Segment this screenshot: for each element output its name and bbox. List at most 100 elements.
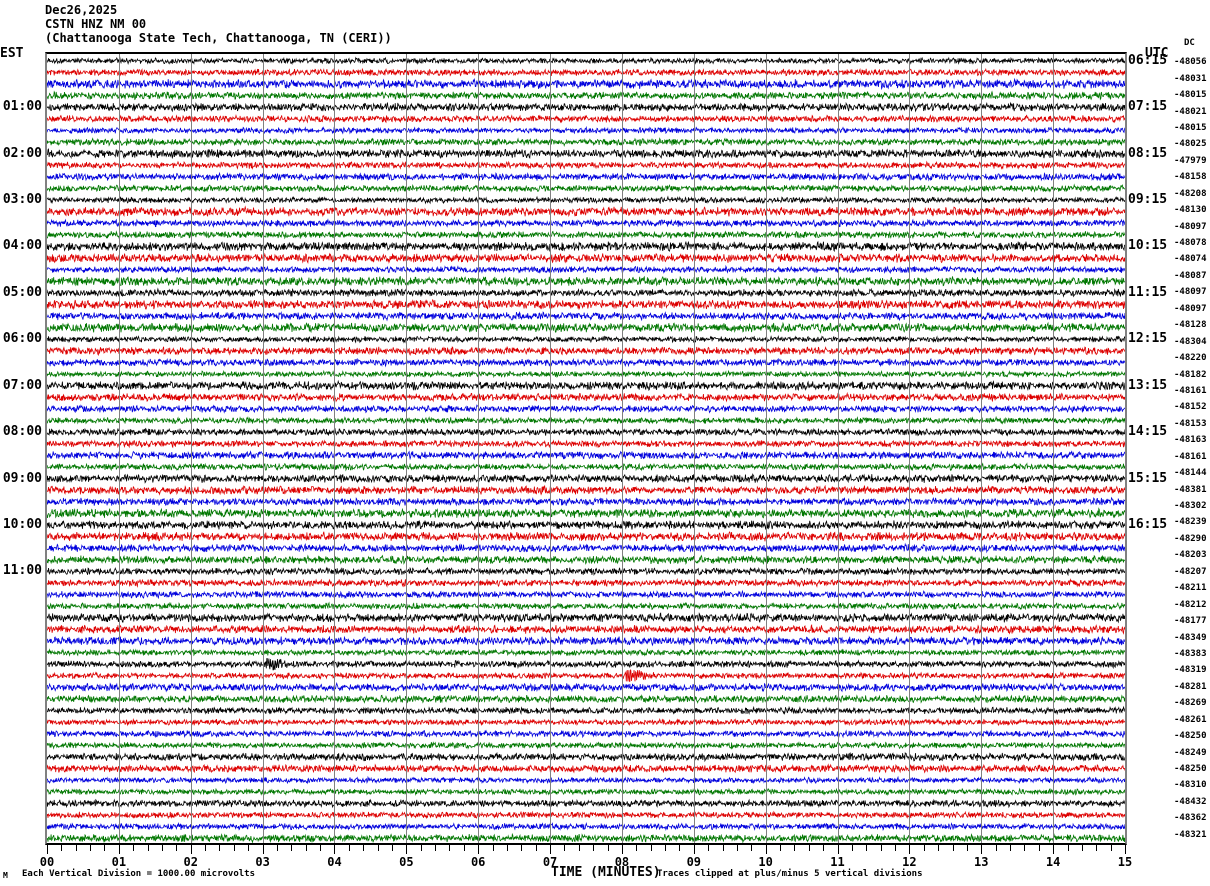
x-tick-8 [161, 845, 163, 851]
dc-value-40: -48261 [1174, 714, 1207, 725]
right-axis-label: UTC [1145, 46, 1169, 61]
x-tick-48 [736, 845, 738, 851]
trace-47 [47, 601, 1125, 611]
trace-11 [47, 183, 1125, 194]
x-tick-70 [1053, 845, 1055, 854]
trace-34 [47, 450, 1125, 461]
x-tick-54 [823, 845, 825, 851]
x-tick-65 [981, 845, 983, 854]
trace-22 [47, 311, 1125, 322]
left-time-0400: 04:00 [2, 238, 42, 254]
x-tick-66 [995, 845, 997, 851]
dc-value-5: -48025 [1174, 139, 1207, 150]
trace-23 [47, 321, 1125, 334]
grid-line-minute-6 [478, 54, 480, 843]
x-tick-29 [463, 845, 465, 851]
trace-58 [47, 729, 1125, 739]
grid-line-minute-4 [334, 54, 336, 843]
trace-17 [47, 252, 1125, 265]
trace-6 [47, 125, 1125, 135]
x-tick-34 [535, 845, 537, 851]
trace-38 [47, 496, 1125, 507]
trace-49 [47, 623, 1125, 635]
trace-55 [47, 694, 1125, 704]
dc-value-43: -48250 [1174, 764, 1207, 775]
x-tick-49 [751, 845, 753, 851]
x-tick-37 [578, 845, 580, 851]
dc-value-13: -48087 [1174, 270, 1207, 281]
x-tick-53 [808, 845, 810, 851]
trace-66 [47, 821, 1125, 831]
x-tick-67 [1010, 845, 1011, 851]
x-tick-11 [205, 845, 207, 851]
dc-value-16: -48128 [1174, 320, 1207, 331]
x-label-05: 05 [399, 855, 414, 869]
trace-40 [47, 519, 1125, 531]
trace-14 [47, 218, 1125, 228]
x-tick-2 [75, 845, 77, 851]
x-tick-10 [190, 845, 192, 854]
x-tick-25 [406, 845, 408, 854]
x-tick-35 [550, 845, 552, 854]
x-tick-16 [276, 845, 278, 851]
dc-value-1: -48031 [1174, 73, 1207, 84]
x-tick-44 [679, 845, 681, 851]
x-tick-73 [1096, 845, 1098, 851]
x-tick-71 [1067, 845, 1069, 851]
left-time-0200: 02:00 [2, 145, 42, 161]
trace-65 [47, 810, 1125, 820]
trace-37 [47, 484, 1125, 496]
grid-line-minute-1 [118, 54, 120, 843]
x-tick-14 [248, 845, 250, 851]
trace-19 [47, 275, 1125, 288]
x-tick-68 [1024, 845, 1026, 851]
seismic-traces [47, 56, 1125, 843]
dc-value-36: -48383 [1174, 648, 1207, 659]
right-time-1615: 16:15 [1128, 516, 1168, 532]
right-time-1115: 11:15 [1128, 284, 1168, 300]
x-label-08: 08 [614, 855, 630, 869]
right-time-1415: 14:15 [1128, 424, 1168, 440]
trace-21 [47, 298, 1125, 311]
dc-value-19: -48182 [1174, 369, 1207, 380]
x-tick-52 [794, 845, 796, 851]
helicorder-plot[interactable] [45, 52, 1127, 845]
dc-value-7: -48158 [1174, 172, 1207, 183]
trace-53 [47, 669, 1125, 682]
trace-0 [47, 56, 1125, 66]
x-tick-0 [47, 845, 48, 854]
x-tick-3 [90, 845, 92, 851]
x-label-15: 15 [1117, 855, 1133, 869]
trace-25 [47, 345, 1125, 356]
x-label-13: 13 [974, 855, 989, 869]
left-time-0600: 06:00 [2, 331, 42, 347]
x-tick-51 [780, 845, 782, 851]
right-time-0715: 07:15 [1128, 99, 1168, 115]
dc-value-47: -48321 [1174, 829, 1207, 840]
dc-value-28: -48239 [1174, 517, 1207, 528]
dc-value-32: -48211 [1174, 583, 1207, 594]
x-tick-13 [233, 845, 235, 851]
x-tick-60 [909, 845, 911, 854]
trace-32 [47, 427, 1125, 437]
x-tick-19 [320, 845, 322, 851]
trace-57 [47, 717, 1125, 727]
x-tick-33 [521, 845, 523, 851]
trace-59 [47, 741, 1125, 750]
x-tick-55 [837, 845, 839, 854]
header-date: Dec26,2025 [45, 3, 118, 17]
dc-value-34: -48177 [1174, 616, 1207, 627]
trace-2 [47, 77, 1125, 91]
grid-line-minute-8 [621, 54, 623, 843]
dc-value-30: -48203 [1174, 550, 1207, 561]
trace-48 [47, 612, 1125, 624]
trace-28 [47, 379, 1125, 392]
trace-8 [47, 148, 1125, 160]
x-tick-61 [923, 845, 925, 851]
dc-value-31: -48207 [1174, 566, 1207, 577]
trace-62 [47, 775, 1125, 785]
right-time-1215: 12:15 [1128, 331, 1168, 347]
dc-value-38: -48281 [1174, 681, 1207, 692]
x-tick-31 [492, 845, 494, 851]
x-tick-15 [262, 845, 264, 854]
